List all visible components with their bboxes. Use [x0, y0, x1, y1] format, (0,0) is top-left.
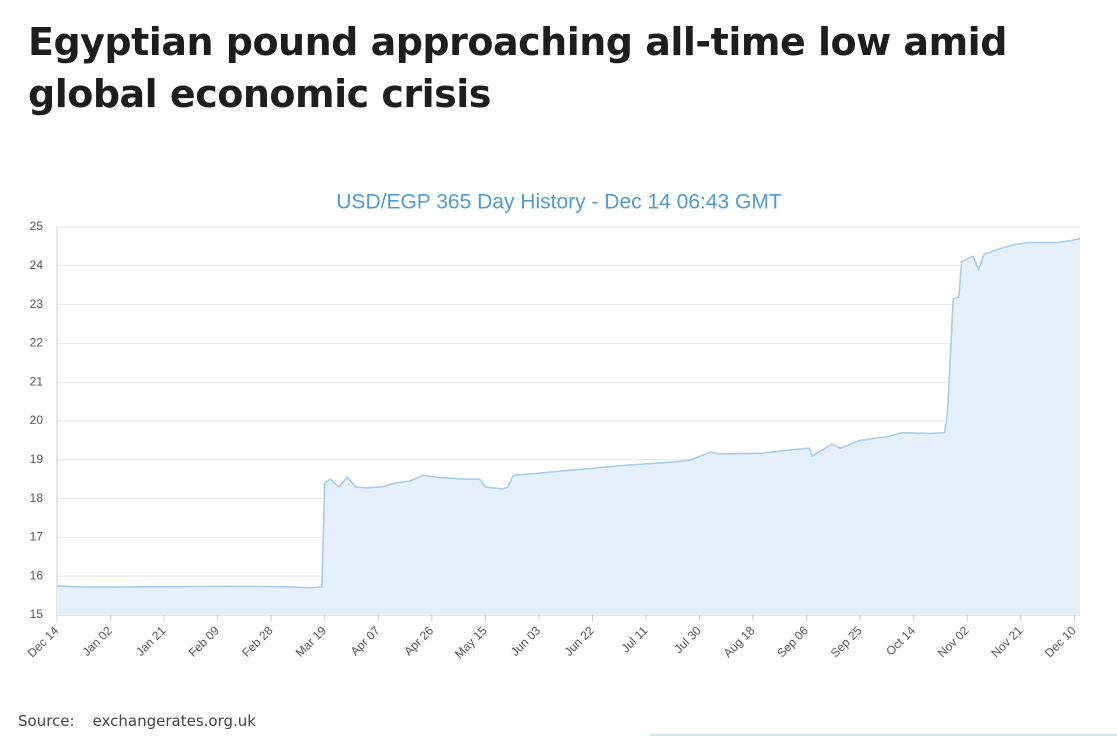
y-tick-label: 20 [30, 413, 44, 427]
x-tick-label: Dec 10 [1042, 623, 1079, 660]
chart-title: USD/EGP 365 Day History - Dec 14 06:43 G… [336, 191, 782, 214]
y-tick-label: 24 [30, 258, 44, 272]
x-tick-label: Jun 03 [508, 623, 544, 659]
source-label: Source: [18, 712, 75, 730]
y-tick-label: 19 [30, 452, 44, 466]
source-text: exchangerates.org.uk [92, 712, 256, 730]
page-title: Egyptian pound approaching all-time low … [28, 20, 1007, 116]
x-tick-label: Jul 11 [618, 623, 650, 655]
x-tick-label: Dec 14 [25, 623, 62, 660]
x-tick-label: Jan 21 [133, 623, 169, 659]
y-tick-label: 18 [30, 491, 44, 505]
source: Source: exchangerates.org.uk [18, 712, 256, 730]
x-tick-label: Jan 02 [80, 623, 116, 659]
y-tick-label: 17 [30, 530, 44, 544]
x-tick-label: Jul 30 [671, 623, 704, 656]
x-tick-label: Feb 28 [239, 623, 276, 660]
x-tick-label: Nov 02 [935, 623, 972, 660]
x-tick-label: Apr 07 [348, 623, 383, 658]
x-tick-label: Oct 14 [883, 623, 918, 658]
y-tick-label: 15 [30, 607, 44, 621]
y-tick-label: 23 [30, 297, 44, 311]
y-tick-label: 22 [30, 336, 44, 350]
x-tick-label: Nov 21 [988, 623, 1025, 660]
y-tick-label: 16 [30, 568, 44, 582]
area [57, 238, 1080, 615]
y-tick-label: 25 [30, 219, 44, 233]
x-tick-label: Apr 26 [401, 623, 436, 658]
x-tick-label: May 15 [452, 623, 490, 661]
x-tick-label: Jun 22 [561, 623, 597, 659]
x-tick-label: Sep 06 [774, 623, 811, 660]
x-tick-label: Sep 25 [828, 623, 865, 660]
x-tick-label: Feb 09 [186, 623, 223, 660]
line [56, 237, 1081, 589]
x-tick-label: Mar 19 [293, 623, 330, 660]
y-tick-label: 21 [30, 374, 44, 388]
x-tick-label: Aug 18 [721, 623, 758, 660]
